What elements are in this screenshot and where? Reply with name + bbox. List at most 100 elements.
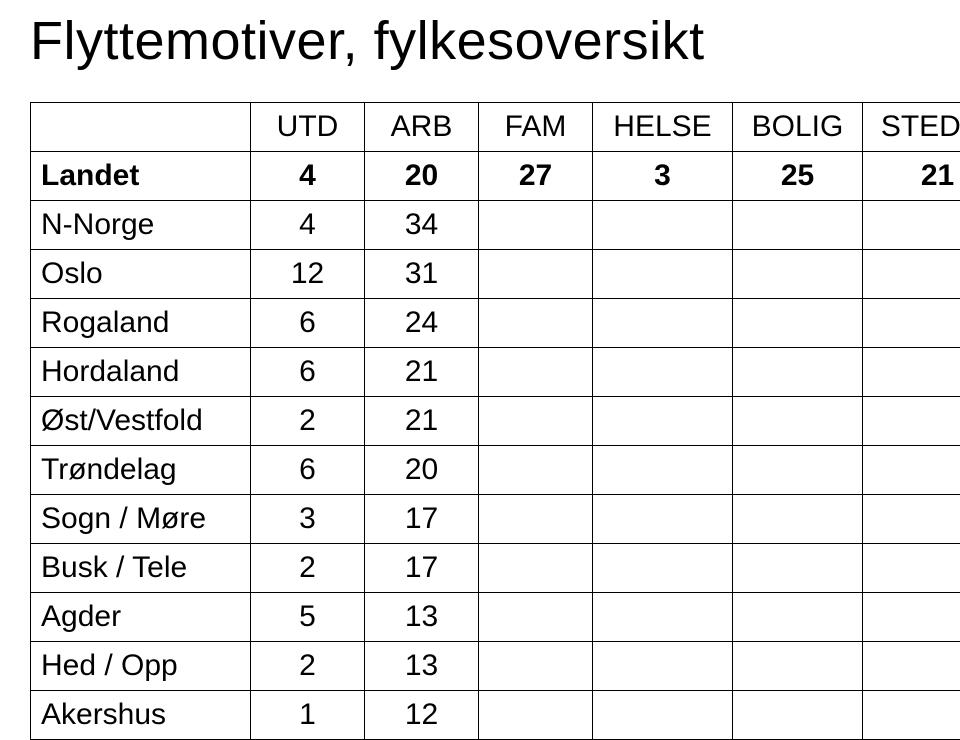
cell-value: 13 bbox=[365, 593, 479, 642]
cell-value: 17 bbox=[365, 544, 479, 593]
cell-value bbox=[733, 299, 863, 348]
row-label: Hordaland bbox=[31, 348, 251, 397]
cell-value bbox=[479, 446, 593, 495]
cell-value: 6 bbox=[251, 348, 365, 397]
table-row: Hed / Opp213 bbox=[31, 642, 960, 691]
cell-value bbox=[593, 642, 733, 691]
cell-value bbox=[733, 642, 863, 691]
cell-value bbox=[733, 544, 863, 593]
table-row: Akershus112 bbox=[31, 691, 960, 740]
table-row: Sogn / Møre317 bbox=[31, 495, 960, 544]
cell-value bbox=[593, 250, 733, 299]
cell-value bbox=[863, 691, 960, 740]
row-label: Agder bbox=[31, 593, 251, 642]
cell-value: 2 bbox=[251, 642, 365, 691]
table-row: Trøndelag620 bbox=[31, 446, 960, 495]
cell-value: 27 bbox=[479, 152, 593, 201]
table-row: Oslo1231 bbox=[31, 250, 960, 299]
cell-value bbox=[863, 495, 960, 544]
cell-value bbox=[863, 544, 960, 593]
cell-value bbox=[479, 348, 593, 397]
table-row: Landet4202732521 bbox=[31, 152, 960, 201]
cell-value: 34 bbox=[365, 201, 479, 250]
cell-value bbox=[593, 495, 733, 544]
cell-value bbox=[479, 397, 593, 446]
cell-value bbox=[733, 250, 863, 299]
table-row: Hordaland621 bbox=[31, 348, 960, 397]
row-label: Landet bbox=[31, 152, 251, 201]
cell-value: 3 bbox=[593, 152, 733, 201]
row-label: Akershus bbox=[31, 691, 251, 740]
page: Flyttemotiver, fylkesoversikt UTD ARB FA… bbox=[0, 0, 960, 717]
table-row: Busk / Tele217 bbox=[31, 544, 960, 593]
row-label: Busk / Tele bbox=[31, 544, 251, 593]
cell-value: 1 bbox=[251, 691, 365, 740]
row-label: Hed / Opp bbox=[31, 642, 251, 691]
cell-value: 17 bbox=[365, 495, 479, 544]
cell-value: 20 bbox=[365, 446, 479, 495]
cell-value: 24 bbox=[365, 299, 479, 348]
table-header: UTD bbox=[251, 103, 365, 152]
page-title: Flyttemotiver, fylkesoversikt bbox=[30, 10, 930, 72]
row-label: Trøndelag bbox=[31, 446, 251, 495]
cell-value bbox=[863, 593, 960, 642]
cell-value: 6 bbox=[251, 299, 365, 348]
row-label: Oslo bbox=[31, 250, 251, 299]
cell-value bbox=[733, 201, 863, 250]
cell-value bbox=[593, 201, 733, 250]
cell-value bbox=[733, 593, 863, 642]
cell-value bbox=[593, 446, 733, 495]
cell-value bbox=[593, 397, 733, 446]
cell-value: 13 bbox=[365, 642, 479, 691]
cell-value bbox=[479, 299, 593, 348]
table-row: N-Norge434 bbox=[31, 201, 960, 250]
cell-value: 5 bbox=[251, 593, 365, 642]
table-header: HELSE bbox=[593, 103, 733, 152]
table-row: Rogaland624 bbox=[31, 299, 960, 348]
cell-value bbox=[733, 691, 863, 740]
cell-value bbox=[593, 544, 733, 593]
table-header: STED/M bbox=[863, 103, 960, 152]
row-label: Rogaland bbox=[31, 299, 251, 348]
cell-value bbox=[479, 642, 593, 691]
cell-value bbox=[479, 495, 593, 544]
row-label: Sogn / Møre bbox=[31, 495, 251, 544]
cell-value bbox=[479, 544, 593, 593]
table-row: Øst/Vestfold221 bbox=[31, 397, 960, 446]
cell-value bbox=[863, 348, 960, 397]
table-header: FAM bbox=[479, 103, 593, 152]
cell-value: 4 bbox=[251, 152, 365, 201]
row-label: Øst/Vestfold bbox=[31, 397, 251, 446]
cell-value bbox=[863, 201, 960, 250]
cell-value: 21 bbox=[863, 152, 960, 201]
table-header-blank bbox=[31, 103, 251, 152]
cell-value bbox=[479, 250, 593, 299]
cell-value bbox=[733, 446, 863, 495]
cell-value: 25 bbox=[733, 152, 863, 201]
cell-value: 6 bbox=[251, 446, 365, 495]
data-table: UTD ARB FAM HELSE BOLIG STED/M Landet420… bbox=[30, 102, 960, 740]
cell-value bbox=[593, 593, 733, 642]
cell-value bbox=[479, 593, 593, 642]
cell-value: 21 bbox=[365, 348, 479, 397]
cell-value bbox=[593, 348, 733, 397]
cell-value bbox=[863, 446, 960, 495]
cell-value bbox=[733, 348, 863, 397]
cell-value bbox=[733, 495, 863, 544]
cell-value bbox=[593, 299, 733, 348]
cell-value bbox=[733, 397, 863, 446]
cell-value bbox=[863, 642, 960, 691]
cell-value bbox=[863, 250, 960, 299]
cell-value: 3 bbox=[251, 495, 365, 544]
cell-value bbox=[479, 691, 593, 740]
cell-value bbox=[593, 691, 733, 740]
cell-value: 2 bbox=[251, 544, 365, 593]
table-header: BOLIG bbox=[733, 103, 863, 152]
cell-value: 12 bbox=[251, 250, 365, 299]
row-label: N-Norge bbox=[31, 201, 251, 250]
cell-value bbox=[479, 201, 593, 250]
cell-value: 20 bbox=[365, 152, 479, 201]
cell-value: 4 bbox=[251, 201, 365, 250]
table-row: Agder513 bbox=[31, 593, 960, 642]
cell-value bbox=[863, 299, 960, 348]
